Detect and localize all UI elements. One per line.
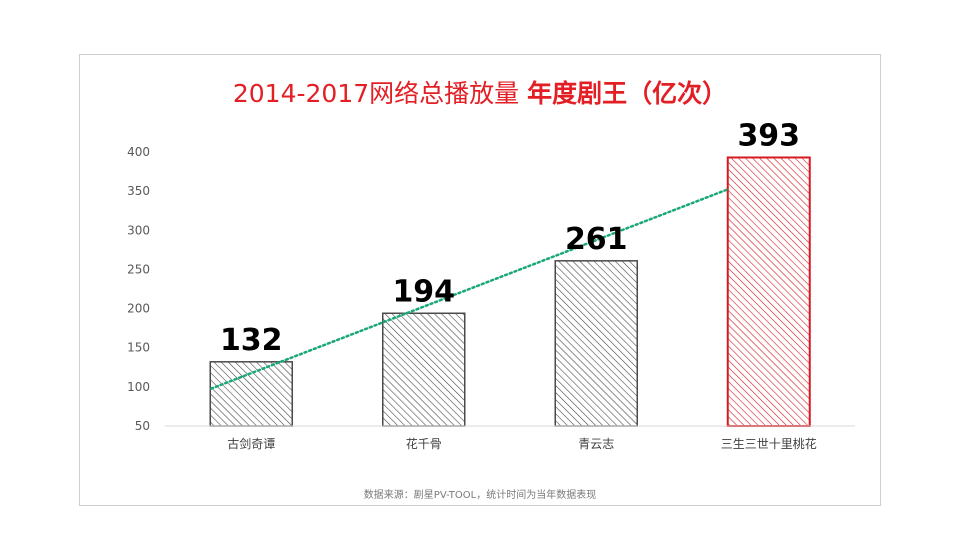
y-tick-label: 200: [127, 302, 150, 316]
y-tick-label: 100: [127, 380, 150, 394]
y-tick-label: 250: [127, 262, 150, 276]
data-label: 132: [220, 323, 283, 358]
data-label: 194: [392, 274, 455, 309]
y-tick-label: 300: [127, 223, 150, 237]
source-note: 数据来源：剧星PV-TOOL，统计时间为当年数据表现: [363, 490, 597, 501]
bar: [382, 312, 466, 427]
y-axis-ticks: 50 100 150 200 250 300 350 400: [127, 145, 150, 433]
y-tick-label: 400: [127, 145, 150, 159]
y-tick-label: 50: [135, 419, 150, 433]
data-label: 261: [565, 222, 628, 257]
x-tick-label: 青云志: [578, 437, 614, 451]
x-axis-ticks: 古剑奇谭 花千骨 青云志 三生三世十里桃花: [227, 436, 817, 451]
data-label: 393: [737, 118, 800, 153]
bars: [209, 156, 811, 427]
title-highlight: 年度剧王（亿次）: [527, 79, 728, 108]
title-main: 2014-2017网络总播放量: [232, 79, 528, 108]
x-tick-label: 古剑奇谭: [227, 436, 275, 451]
y-tick-label: 150: [127, 341, 150, 355]
x-tick-label: 三生三世十里桃花: [721, 436, 817, 451]
x-tick-label: 花千骨: [406, 436, 442, 451]
chart-title: 2014-2017网络总播放量 年度剧王（亿次）: [0, 74, 960, 110]
bar: [726, 156, 811, 427]
bar: [209, 361, 293, 427]
bar: [554, 260, 638, 427]
data-labels: 132 194 261 393: [220, 118, 800, 357]
trendline: [210, 187, 730, 390]
y-tick-label: 350: [127, 184, 150, 198]
